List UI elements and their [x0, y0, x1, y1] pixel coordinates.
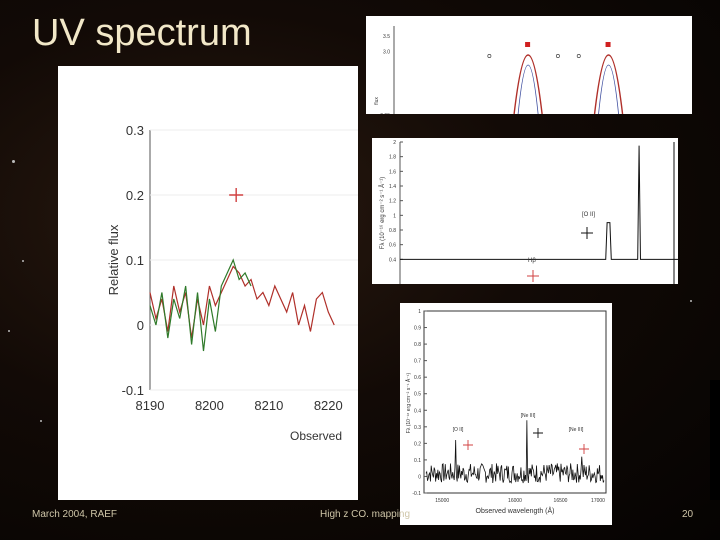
y-tick-label: 0.4 [414, 408, 421, 414]
open-point [555, 54, 560, 58]
open-point [576, 54, 581, 58]
chart-panel-relative-flux: -0.1 0 0.1 0.2 0.3 8190 8200 8210 8220 Observed Re… [58, 66, 358, 500]
spectrum-line [425, 420, 605, 484]
y-tick-label: 0.6 [414, 375, 421, 381]
line-label: Hβ [528, 258, 536, 264]
y-tick-label: 0 [137, 318, 144, 333]
plus-marker [463, 440, 473, 450]
x-axis-label: Observed wavelength (Å) [476, 506, 555, 515]
y-tick-label: 0.4 [389, 257, 396, 263]
relative-flux-chart: -0.1 0 0.1 0.2 0.3 8190 8200 8210 8220 Observed Re… [106, 123, 358, 443]
y-tick-label: 3.5 [383, 34, 390, 40]
emission-peak [593, 54, 624, 114]
y-tick-label: 0.8 [414, 342, 421, 348]
chart-panel-bottom: 1 0.9 0.8 0.7 0.6 0.5 0.4 0.3 0.2 0.1 0 -0.1 15000 16… [400, 303, 612, 525]
footer-page-number: 20 [682, 509, 694, 520]
x-tick-label: 8220 [314, 398, 343, 413]
bottom-spectrum-chart: 1 0.9 0.8 0.7 0.6 0.5 0.4 0.3 0.2 0.1 0 -0.1 15000 16… [405, 309, 607, 515]
red-square-marker [605, 42, 611, 47]
open-point [487, 54, 492, 58]
x-tick-label: 16000 [508, 498, 522, 504]
y-tick-label: 0.2 [414, 441, 421, 447]
y-axis-label: Fλ (10⁻¹⁶ erg cm⁻² s⁻¹ Å⁻¹) [379, 177, 386, 249]
line-label: [O II] [582, 212, 595, 218]
y-tick-label: 1.6 [389, 169, 396, 175]
emission-peak-model [517, 64, 539, 114]
star-dot [40, 420, 42, 422]
footer-date: March 2004, RAEF [32, 509, 118, 520]
x-tick-label: 16500 [554, 498, 568, 504]
y-tick-label: 1.2 [389, 199, 396, 205]
middle-spectrum-chart: 2 1.8 1.6 1.4 1.2 1 0.8 0.6 0.4 Fλ (10⁻¹⁶ erg cm⁻… [379, 140, 678, 284]
y-tick-label: -0.1 [412, 491, 421, 497]
y-axis-label: flux [374, 97, 380, 105]
x-tick-label: 8210 [254, 398, 283, 413]
y-axis-label: Fλ (10⁻¹⁸ erg cm⁻² s⁻¹ Å⁻¹) [405, 372, 412, 433]
y-tick-label: 0.7 [414, 359, 421, 365]
footer-center-text: High z CO. mapping [320, 509, 411, 520]
x-tick-label: 15000 [435, 498, 449, 504]
x-tick-label: 8200 [195, 398, 224, 413]
y-tick-label: 0.1 [414, 458, 421, 464]
y-tick-label: 1.4 [389, 184, 396, 190]
x-tick-label: 17000 [591, 498, 605, 504]
y-tick-label: 3.0 [383, 49, 390, 55]
line-label: [Ne III] [521, 413, 536, 419]
y-tick-label: 0.3 [414, 425, 421, 431]
plot-frame [423, 310, 607, 494]
y-tick-label: 0.1 [126, 253, 144, 268]
y-tick-label: 0.9 [414, 326, 421, 332]
series-line-green [149, 258, 252, 352]
y-tick-label: 0.5 [414, 392, 421, 398]
y-tick-label: 1 [393, 213, 396, 219]
y-tick-label: 0.6 [389, 243, 396, 249]
emission-peak [513, 54, 543, 114]
star-dot [22, 260, 24, 262]
chart-panel-top: 3.5 3.0 0.95 flux [366, 16, 692, 114]
emission-peak-model [598, 64, 619, 114]
y-axis-label: Relative flux [106, 224, 121, 295]
y-tick-label: 1 [418, 309, 421, 315]
y-tick-label: 2 [393, 140, 396, 146]
chart-panel-middle: 2 1.8 1.6 1.4 1.2 1 0.8 0.6 0.4 Fλ (10⁻¹⁶ erg cm⁻… [372, 138, 678, 284]
star-dot [8, 330, 10, 332]
line-label: [O II] [453, 427, 464, 433]
y-tick-label: 0.2 [126, 188, 144, 203]
slide-title: UV spectrum [32, 12, 252, 54]
dark-edge-bar [710, 380, 720, 500]
spectrum-line [400, 145, 678, 260]
y-tick-label: 0.8 [389, 228, 396, 234]
plus-marker [581, 227, 593, 239]
y-tick-label: 0.95 [380, 113, 390, 114]
plus-marker [229, 188, 244, 202]
plus-marker [533, 428, 543, 438]
plus-marker [527, 270, 539, 282]
x-axis-label: Observed [290, 429, 342, 443]
top-spectrum-chart: 3.5 3.0 0.95 flux [374, 26, 624, 114]
star-dot [12, 160, 15, 163]
series-line-red [149, 265, 335, 339]
star-dot [690, 300, 692, 302]
red-square-marker [525, 42, 531, 47]
x-tick-label: 8190 [136, 398, 165, 413]
y-tick-label: 0.3 [126, 123, 144, 138]
plus-marker [579, 444, 589, 454]
y-tick-label: 0 [418, 474, 421, 480]
y-tick-label: 1.8 [389, 155, 396, 161]
line-label: [Ne III] [569, 427, 584, 433]
y-tick-label: -0.1 [122, 383, 144, 398]
